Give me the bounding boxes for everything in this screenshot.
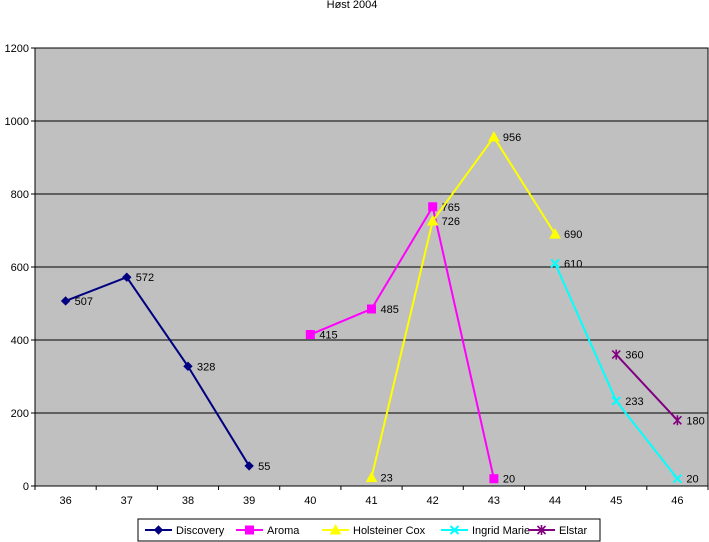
y-tick-label: 1200 [5,43,29,55]
y-tick-label: 0 [23,481,29,493]
legend-marker [245,525,254,535]
data-point [122,272,132,282]
x-tick-label: 38 [182,495,194,507]
data-point [426,214,439,226]
data-label: 485 [381,304,399,316]
legend-marker [449,525,460,535]
series-layer: 507 572 328 55 415 485 765 20 23 726 956 690 610 233 2… [60,131,705,486]
legend-label: Ingrid Marie [472,525,530,537]
data-label: 765 [442,202,460,214]
data-point [244,461,254,471]
x-tick-label: 44 [549,495,561,507]
legend-item-holsteiner-cox: Holsteiner Cox [322,523,426,537]
chart-title: Høst 2004 [327,0,378,11]
data-point [367,304,376,314]
data-point [60,296,71,306]
x-tick-label: 46 [671,495,683,507]
x-tick-label: 43 [488,495,500,507]
data-label: 690 [564,229,582,241]
data-point [549,228,561,239]
data-point [550,258,560,269]
data-label: 572 [136,272,154,284]
legend-label: Elstar [559,525,587,537]
legend-item-elstar: Elstar [528,525,587,537]
series-line [370,135,556,478]
x-tick-label: 45 [610,495,622,507]
legend-marker [536,525,547,535]
y-tick-label: 400 [11,335,29,347]
legend-marker [153,525,164,535]
data-point [489,474,499,484]
legend-item-discovery: Discovery [145,525,225,537]
data-label: 328 [197,361,215,373]
data-label: 23 [381,473,393,485]
legend-item-ingrid-marie: Ingrid Marie [441,525,530,537]
data-point [611,349,621,360]
y-tick-label: 600 [11,262,29,274]
data-point [611,396,621,406]
y-tick-label: 1000 [5,116,29,128]
legend-marker [329,523,342,535]
data-label: 726 [442,216,460,228]
series-line [615,353,679,421]
x-tick-label: 39 [243,495,255,507]
series-holsteiner-cox: 23 726 956 690 [365,131,582,485]
y-tick-label: 800 [11,189,29,201]
axes: 0 200 400 600 800 1000 1200 36 37 38 39 40 41 42 43 44 4… [5,43,709,507]
series-ingrid-marie: 610 233 20 [550,258,699,486]
gridlines [35,47,708,414]
series-line [65,276,250,467]
x-tick-label: 41 [365,495,377,507]
data-point [305,330,315,340]
data-label: 507 [75,296,93,308]
legend-label: Discovery [176,525,225,537]
data-label: 360 [625,350,643,362]
series-aroma: 415 485 765 20 [305,202,515,486]
legend-box [137,518,601,542]
data-label: 233 [625,396,643,408]
data-label: 415 [319,330,337,342]
x-tick-label: 40 [304,495,316,507]
x-tick-label: 36 [59,495,71,507]
data-label: 180 [686,415,704,427]
data-label: 55 [258,461,270,473]
series-line [309,204,495,479]
y-tick-label: 200 [11,408,29,420]
data-label: 610 [564,258,582,270]
data-point [428,202,438,212]
data-point [183,361,193,371]
data-point [365,471,378,483]
data-label: 20 [503,474,515,486]
data-point [672,473,683,484]
series-elstar: 360 180 [611,349,705,427]
series-discovery: 507 572 328 55 [60,272,270,473]
data-point [672,415,682,426]
legend: Discovery Aroma Holsteiner Cox Ingrid Marie… [137,518,601,542]
legend-item-aroma: Aroma [236,525,300,537]
data-label: 20 [686,474,698,486]
x-tick-label: 37 [121,495,133,507]
x-tick-label: 42 [427,495,439,507]
legend-label: Holsteiner Cox [353,525,426,537]
data-point [488,131,500,142]
legend-label: Aroma [267,525,300,537]
data-label: 956 [503,132,521,144]
